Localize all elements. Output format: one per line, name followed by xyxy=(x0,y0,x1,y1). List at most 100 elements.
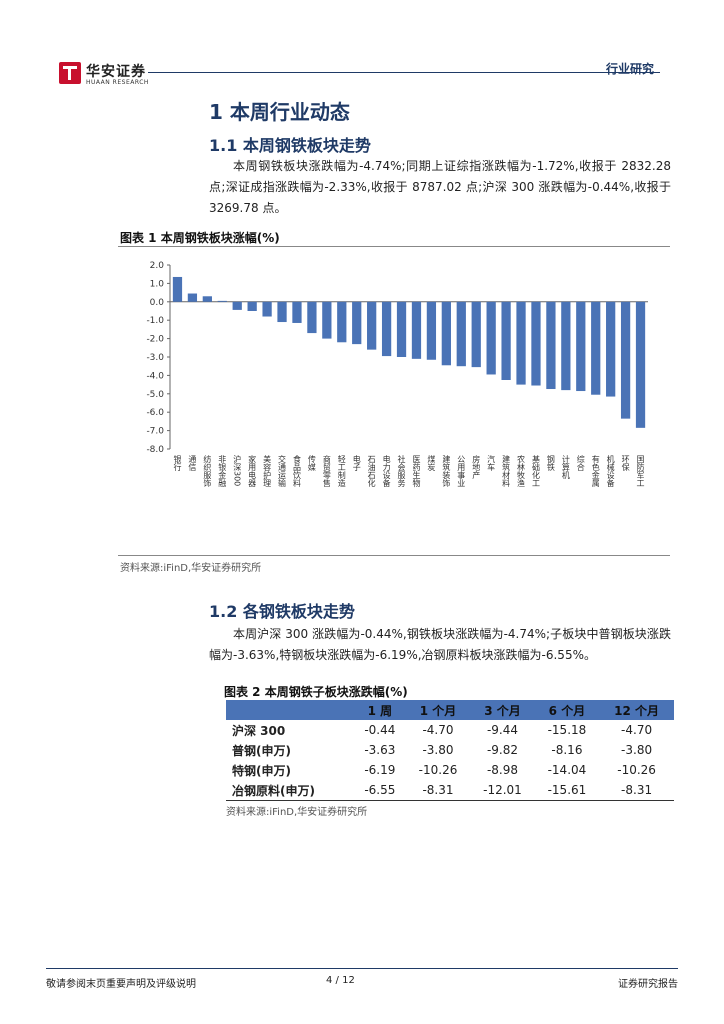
x-tick-label: 机械设备 xyxy=(606,454,615,488)
table-cell: -3.80 xyxy=(422,743,454,757)
x-tick-label: 通信 xyxy=(188,454,197,472)
y-tick-label: -7.0 xyxy=(146,427,164,437)
x-tick-label: 交通运输 xyxy=(278,454,287,488)
x-tick-label: 电力设备 xyxy=(382,454,391,488)
table-cell: -8.98 xyxy=(486,763,518,777)
figure-1-title: 图表 1 本周钢铁板块涨幅(%) xyxy=(120,231,280,245)
x-tick-label: 钢铁 xyxy=(546,454,555,472)
table-cell: -8.31 xyxy=(405,780,471,801)
logo-icon xyxy=(59,62,81,84)
x-tick-label: 有色金属 xyxy=(591,454,600,488)
x-tick-label: 商贸零售 xyxy=(322,454,331,488)
table-cell: -0.44 xyxy=(364,723,396,737)
table-cell: -4.70 xyxy=(422,723,454,737)
x-tick-label: 国防军工 xyxy=(636,455,645,487)
bar xyxy=(561,301,571,391)
y-tick-label: -6.0 xyxy=(146,408,164,418)
bar xyxy=(292,301,302,323)
bar xyxy=(277,301,287,323)
bar xyxy=(486,301,496,375)
footer-report-type: 证券研究报告 xyxy=(618,979,678,990)
bar xyxy=(381,301,392,357)
x-tick-label: 公用事业 xyxy=(457,455,466,487)
x-tick-label: 建筑装饰 xyxy=(442,454,451,488)
bar xyxy=(635,301,646,428)
x-tick-label: 家用电器 xyxy=(248,454,257,488)
bar xyxy=(471,301,481,368)
x-tick-label: 煤炭 xyxy=(427,454,436,472)
y-tick-label: -4.0 xyxy=(146,371,164,381)
x-tick-label: 综合 xyxy=(576,454,585,472)
bar xyxy=(396,301,407,357)
footer-rule xyxy=(46,968,678,969)
table-cell: -9.44 xyxy=(486,723,518,737)
bar xyxy=(531,301,541,386)
bar xyxy=(307,301,317,334)
bar xyxy=(426,301,437,360)
row-label: 冶钢原料(申万) xyxy=(226,780,354,801)
x-tick-label: 基础化工 xyxy=(531,454,540,487)
section-heading-1-2: 1.2 各钢铁板块走势 xyxy=(209,602,355,621)
y-tick-label: -1.0 xyxy=(146,316,164,326)
bar xyxy=(367,301,377,350)
figure-1-top-rule xyxy=(118,246,670,247)
x-tick-label: 汽车 xyxy=(487,454,496,472)
table-cell: -15.18 xyxy=(547,723,587,737)
x-tick-label: 电子 xyxy=(352,454,361,471)
figure-1-bottom-rule xyxy=(118,555,670,556)
y-tick-label: 1.0 xyxy=(150,279,165,289)
table-row: 特钢(申万) -6.19 -10.26 -8.98 -14.04 -10.26 xyxy=(226,760,674,780)
table-cell: -15.61 xyxy=(534,780,600,801)
table-cell: -3.63 xyxy=(364,743,396,757)
bar xyxy=(322,301,332,339)
table-cell: -10.26 xyxy=(617,763,656,777)
table-cell: -8.16 xyxy=(551,743,583,757)
table-row: 普钢(申万) -3.63 -3.80 -9.82 -8.16 -3.80 xyxy=(226,740,674,760)
y-tick-label: -8.0 xyxy=(146,445,164,455)
table-row: 沪深 300 -0.44 -4.70 -9.44 -15.18 -4.70 xyxy=(226,720,674,740)
x-tick-label: 建筑材料 xyxy=(502,454,511,488)
table-header-cell: 6 个月 xyxy=(534,700,600,720)
bar xyxy=(411,301,422,359)
x-tick-label: 纺织服饰 xyxy=(203,454,212,488)
logo-name: 华安证券 xyxy=(86,64,146,80)
table-header-cell: 3 个月 xyxy=(470,700,535,720)
steel-subsector-table: 1 周 1 个月 3 个月 6 个月 12 个月 沪深 300 -0.44 -4… xyxy=(226,700,674,801)
x-tick-label: 房地产 xyxy=(472,454,481,480)
table-header-cell: 12 个月 xyxy=(599,700,674,720)
paragraph-1-1: 本周钢铁板块涨跌幅为-4.74%;同期上证综指涨跌幅为-1.72%,收报于 28… xyxy=(209,159,671,215)
bar xyxy=(456,301,466,367)
bar xyxy=(247,301,257,311)
figure-2-source: 资料来源:iFinD,华安证券研究所 xyxy=(226,807,368,818)
y-tick-label: 2.0 xyxy=(150,261,165,271)
bar xyxy=(620,301,631,419)
row-label: 普钢(申万) xyxy=(232,743,291,758)
x-tick-label: 医药生物 xyxy=(412,455,421,488)
footer-disclaimer: 敬请参阅末页重要声明及评级说明 xyxy=(46,979,196,990)
bar xyxy=(232,301,242,310)
figure-2-title: 图表 2 本周钢铁子板块涨跌幅(%) xyxy=(224,685,408,699)
x-tick-label: 美容护理 xyxy=(263,454,272,487)
bar xyxy=(352,301,362,345)
bars xyxy=(172,276,646,428)
header-rule xyxy=(148,72,660,73)
table-cell: -14.04 xyxy=(547,763,587,777)
bar xyxy=(501,301,511,380)
y-tick-label: -3.0 xyxy=(146,353,164,363)
bar xyxy=(172,276,183,302)
x-tick-label: 银行 xyxy=(173,454,182,472)
table-header-row: 1 周 1 个月 3 个月 6 个月 12 个月 xyxy=(226,700,674,720)
table-header-cell: 1 个月 xyxy=(405,700,471,720)
table-row: 冶钢原料(申万) -6.55 -8.31 -12.01 -15.61 -8.31 xyxy=(226,780,674,801)
paragraph-1-2: 本周沪深 300 涨跌幅为-0.44%,钢铁板块涨跌幅为-4.74%;子板块中普… xyxy=(209,627,671,662)
section-heading-1-1: 1.1 本周钢铁板块走势 xyxy=(209,136,371,155)
table-cell: -10.26 xyxy=(418,763,458,777)
bar xyxy=(516,301,526,385)
figure-1-source: 资料来源:iFinD,华安证券研究所 xyxy=(120,563,262,574)
x-tick-label: 计算机 xyxy=(561,454,570,480)
table-cell: -8.31 xyxy=(599,780,674,801)
bar xyxy=(546,301,556,390)
table-cell: -9.82 xyxy=(486,743,518,757)
y-tick-label: -5.0 xyxy=(146,390,164,400)
table-cell: -12.01 xyxy=(470,780,535,801)
